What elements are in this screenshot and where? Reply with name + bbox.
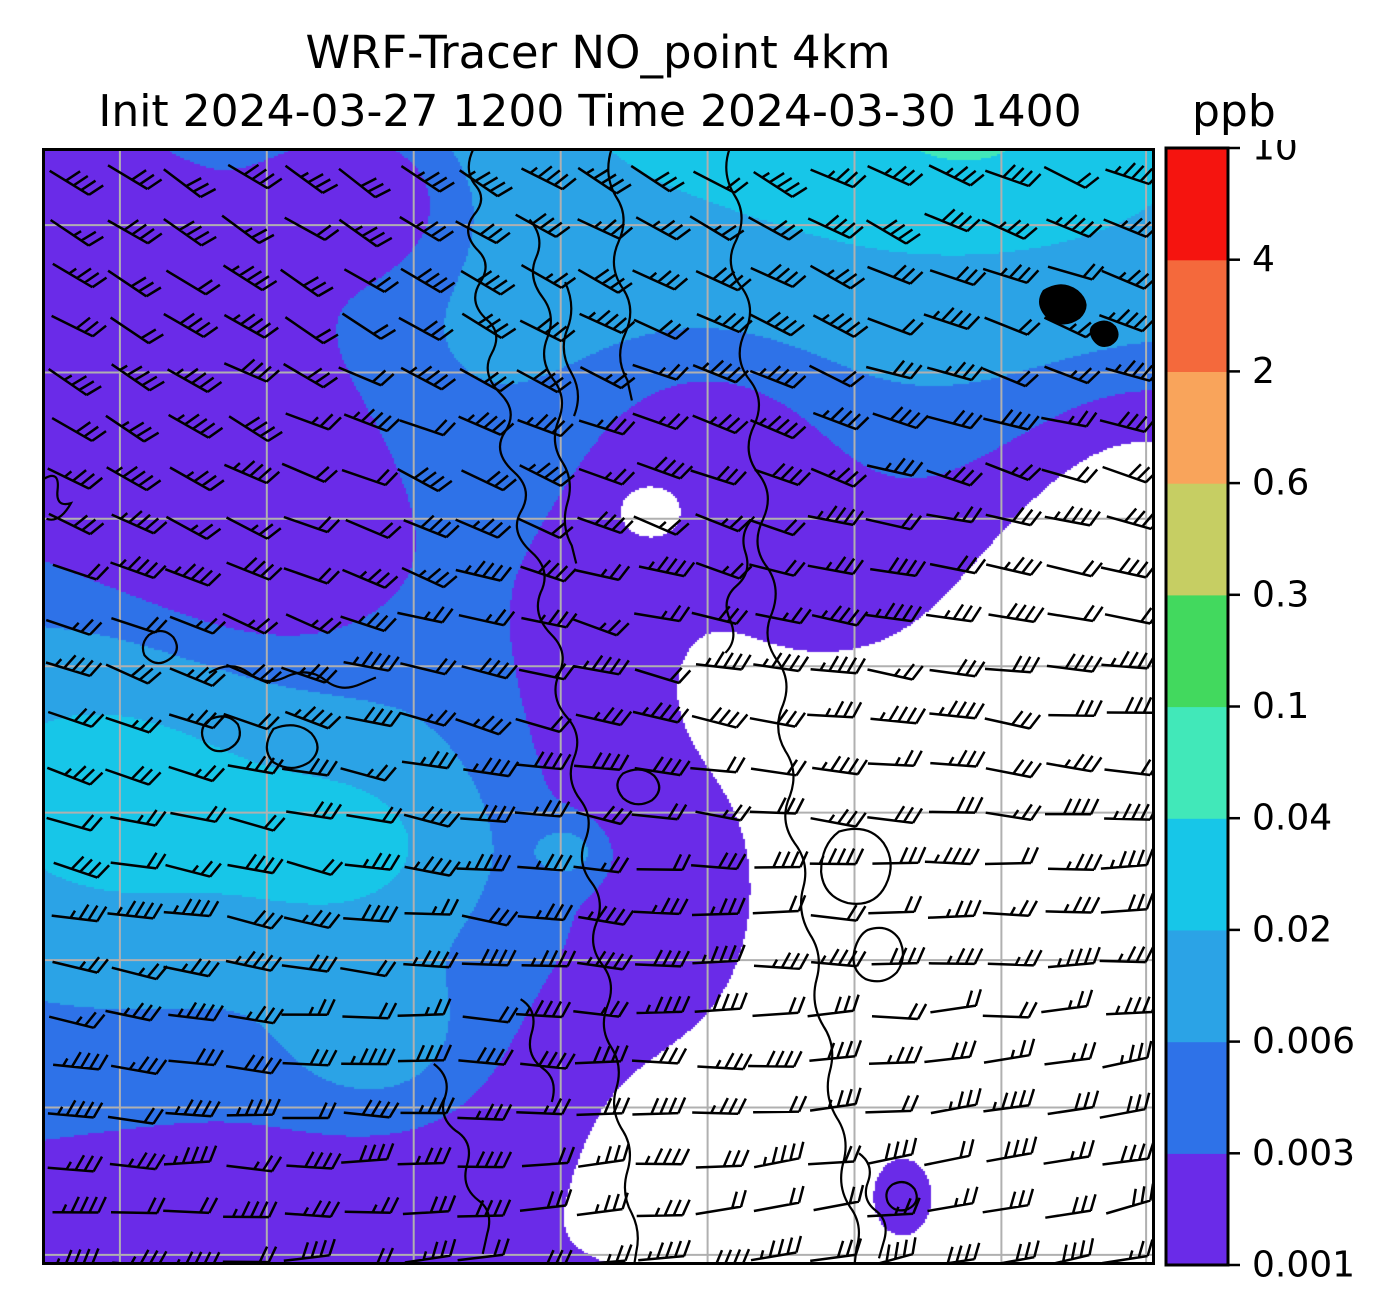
colorbar-tick-label: 0.02 — [1252, 909, 1332, 950]
wind-barbs — [45, 162, 1155, 1265]
plot-title: WRF-Tracer NO_point 4km — [305, 26, 891, 79]
coastline-path — [725, 517, 754, 653]
colorbar-tick-label: 0.001 — [1252, 1245, 1355, 1286]
colorbar-tick-label: 0.6 — [1252, 463, 1309, 504]
coastline-path — [468, 148, 638, 1265]
coastline-path — [821, 829, 891, 904]
colorbar-tick-label: 4 — [1252, 239, 1275, 280]
coastline-path — [854, 928, 903, 981]
colorbar-units-label: ppb — [1192, 86, 1276, 137]
coastline-path — [1040, 285, 1085, 323]
colorbar-segment — [1166, 148, 1228, 261]
coastline-path — [209, 666, 376, 687]
map-overlay — [42, 148, 1155, 1265]
coastline-path — [608, 148, 632, 400]
coastline-path — [434, 1064, 489, 1254]
grid-lines — [42, 148, 1155, 1265]
coastline-path — [44, 476, 71, 520]
coastline-path — [564, 282, 578, 416]
colorbar-tick-label: 0.003 — [1252, 1133, 1355, 1174]
colorbar-segment — [1166, 259, 1228, 372]
colorbar-tick-label: 0.3 — [1252, 574, 1309, 615]
colorbar-segment — [1166, 1153, 1228, 1266]
colorbar-segment — [1166, 929, 1228, 1043]
map-plot-area — [42, 148, 1155, 1265]
coastline-path — [886, 1182, 916, 1210]
coastline-path — [726, 148, 859, 1265]
plot-subtitle: Init 2024-03-27 1200 Time 2024-03-30 140… — [98, 86, 1082, 137]
coastline-path — [521, 999, 554, 1102]
coastline-path — [143, 631, 177, 663]
coastline-path — [202, 716, 240, 751]
colorbar-segment — [1166, 371, 1228, 484]
coastline-path — [617, 770, 659, 805]
colorbar-segment — [1166, 483, 1228, 596]
colorbar-segment — [1166, 1041, 1228, 1154]
colorbar-tick-label: 2 — [1252, 351, 1275, 392]
colorbar-tick-label: 10 — [1252, 140, 1298, 169]
colorbar-segment — [1166, 818, 1228, 931]
colorbar-tick-label: 0.006 — [1252, 1021, 1355, 1062]
colorbar-tick-label: 0.1 — [1252, 686, 1309, 727]
coastlines — [44, 148, 1117, 1265]
colorbar-tick-label: 0.04 — [1252, 798, 1332, 839]
plot-border — [42, 148, 1155, 1265]
coastline-path — [267, 725, 318, 768]
colorbar-segment — [1166, 706, 1228, 819]
coastline-path — [529, 219, 576, 563]
colorbar: 0.001 0.003 0.006 0.02 0.04 0.1 0.3 0.6 2 4 10 — [1164, 140, 1355, 1286]
concentration-field-canvas — [42, 148, 1155, 1265]
colorbar-segment — [1166, 594, 1228, 708]
coastline-path — [859, 1153, 886, 1258]
coastline-path — [1091, 322, 1118, 346]
